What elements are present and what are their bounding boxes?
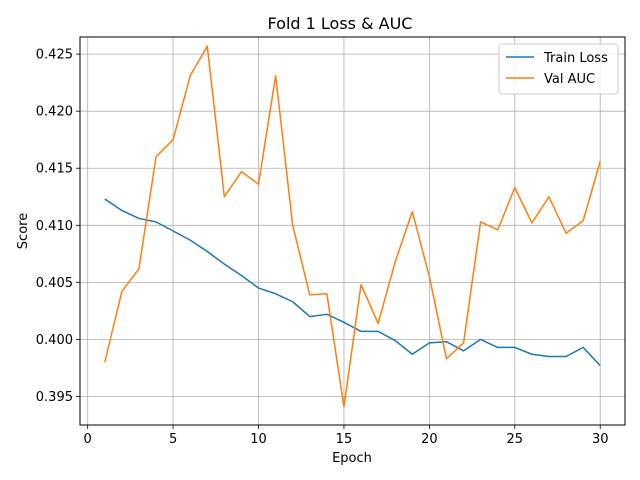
x-axis-ticks: 0 5 10 15 20 25 30: [84, 425, 609, 447]
series-layer: [104, 45, 601, 408]
y-tick-label: 0.415: [36, 162, 73, 177]
y-axis-label: Score: [16, 213, 31, 249]
series-line-train-loss: [104, 198, 601, 367]
x-tick-label: 20: [421, 432, 438, 447]
x-axis-label: Epoch: [332, 451, 372, 466]
x-tick-label: 30: [592, 432, 609, 447]
x-tick-label: 0: [84, 432, 92, 447]
x-tick-label: 15: [336, 432, 353, 447]
x-tick-label: 5: [169, 432, 177, 447]
y-tick-label: 0.400: [36, 333, 73, 348]
legend-label-train-loss: Train Loss: [543, 51, 608, 66]
y-tick-label: 0.405: [36, 276, 73, 291]
chart-title: Fold 1 Loss & AUC: [268, 14, 413, 33]
legend: Train Loss Val AUC: [498, 43, 619, 95]
x-tick-label: 10: [250, 432, 267, 447]
y-axis-ticks: 0.395 0.400 0.405 0.410 0.415 0.420 0.425: [36, 48, 80, 405]
legend-label-val-auc: Val AUC: [544, 72, 595, 87]
y-tick-label: 0.395: [36, 390, 73, 405]
y-tick-label: 0.410: [36, 219, 73, 234]
plot-frame: [79, 36, 626, 426]
series-line-val-auc: [104, 45, 601, 408]
x-tick-label: 25: [507, 432, 524, 447]
grid: [80, 37, 625, 425]
y-tick-label: 0.420: [36, 105, 73, 120]
y-tick-label: 0.425: [36, 48, 73, 63]
